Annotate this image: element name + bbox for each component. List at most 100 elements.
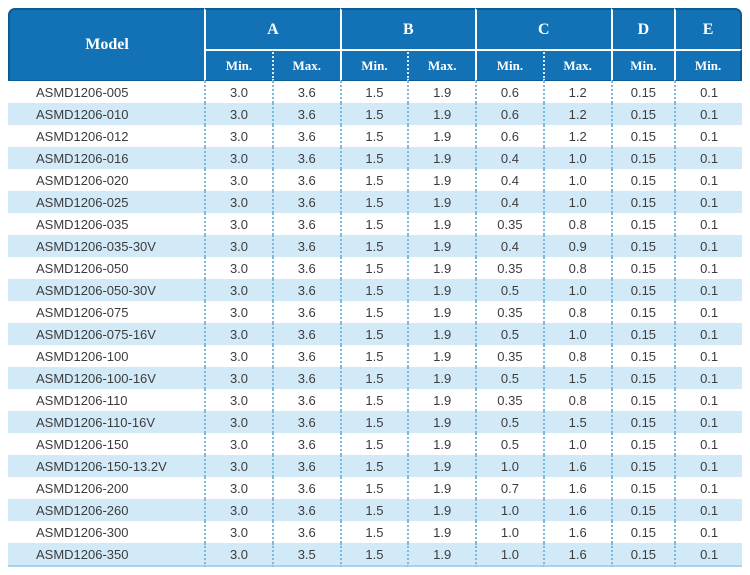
value-cell: 3.6	[271, 455, 340, 477]
value-cell: 3.6	[271, 389, 340, 411]
table-row: ASMD1206-150 3.0 3.6 1.5 1.9 0.5 1.0 0.15 0.1	[8, 433, 742, 455]
value-cell: 0.1	[674, 191, 742, 213]
value-cell: 1.9	[407, 147, 476, 169]
model-cell: ASMD1206-005	[8, 81, 205, 103]
model-cell: ASMD1206-350	[8, 543, 205, 567]
value-cell: 0.15	[610, 103, 675, 125]
value-cell: 1.9	[407, 191, 476, 213]
value-cell: 0.15	[610, 235, 675, 257]
value-cell: 3.0	[204, 257, 272, 279]
value-cell: 3.0	[204, 499, 272, 521]
value-cell: 0.1	[674, 433, 742, 455]
value-cell: 3.0	[204, 411, 272, 433]
value-cell: 3.6	[271, 191, 340, 213]
model-cell: ASMD1206-012	[8, 125, 205, 147]
value-cell: 1.0	[542, 169, 611, 191]
value-cell: 0.15	[610, 213, 675, 235]
value-cell: 1.5	[339, 191, 408, 213]
value-cell: 0.15	[610, 257, 675, 279]
value-cell: 0.15	[610, 389, 675, 411]
value-cell: 1.5	[339, 213, 408, 235]
value-cell: 3.6	[271, 411, 340, 433]
value-cell: 1.5	[339, 411, 408, 433]
value-cell: 0.1	[674, 81, 742, 103]
table-row: ASMD1206-300 3.0 3.6 1.5 1.9 1.0 1.6 0.15 0.1	[8, 521, 742, 543]
value-cell: 1.2	[542, 125, 611, 147]
value-cell: 0.15	[610, 147, 675, 169]
value-cell: 1.9	[407, 323, 476, 345]
value-cell: 0.1	[674, 455, 742, 477]
table-row: ASMD1206-050 3.0 3.6 1.5 1.9 0.35 0.8 0.15 0.1	[8, 257, 742, 279]
table-row: ASMD1206-010 3.0 3.6 1.5 1.9 0.6 1.2 0.15 0.1	[8, 103, 742, 125]
value-cell: 1.5	[339, 543, 408, 567]
value-cell: 1.6	[542, 521, 611, 543]
value-cell: 0.6	[475, 81, 543, 103]
table-row: ASMD1206-110 3.0 3.6 1.5 1.9 0.35 0.8 0.15 0.1	[8, 389, 742, 411]
subheader-a-min: Min.	[204, 49, 272, 81]
value-cell: 0.1	[674, 499, 742, 521]
value-cell: 3.0	[204, 367, 272, 389]
value-cell: 1.2	[542, 103, 611, 125]
model-cell: ASMD1206-050	[8, 257, 205, 279]
model-cell: ASMD1206-050-30V	[8, 279, 205, 301]
model-cell: ASMD1206-020	[8, 169, 205, 191]
value-cell: 0.15	[610, 323, 675, 345]
value-cell: 1.9	[407, 455, 476, 477]
value-cell: 1.0	[475, 521, 543, 543]
model-cell: ASMD1206-035-30V	[8, 235, 205, 257]
table-body: ASMD1206-005 3.0 3.6 1.5 1.9 0.6 1.2 0.15 0.1 ASM…	[8, 81, 742, 567]
table-row: ASMD1206-110-16V 3.0 3.6 1.5 1.9 0.5 1.5 0.15 0.…	[8, 411, 742, 433]
value-cell: 3.6	[271, 433, 340, 455]
value-cell: 3.6	[271, 323, 340, 345]
value-cell: 1.0	[542, 147, 611, 169]
value-cell: 0.5	[475, 411, 543, 433]
value-cell: 1.5	[339, 499, 408, 521]
value-cell: 3.6	[271, 499, 340, 521]
column-header-e: E	[674, 8, 742, 49]
value-cell: 1.5	[339, 147, 408, 169]
subheader-c-max: Max.	[542, 49, 611, 81]
table-row: ASMD1206-350 3.0 3.5 1.5 1.9 1.0 1.6 0.15 0.1	[8, 543, 742, 567]
table-row: ASMD1206-100-16V 3.0 3.6 1.5 1.9 0.5 1.5 0.15 0.…	[8, 367, 742, 389]
table-row: ASMD1206-150-13.2V 3.0 3.6 1.5 1.9 1.0 1.6 0.15…	[8, 455, 742, 477]
header-group-row: Model A B C D E	[8, 8, 742, 81]
model-cell: ASMD1206-016	[8, 147, 205, 169]
model-cell: ASMD1206-100	[8, 345, 205, 367]
table-header: Model A B C D E Min. Max. Min. Max. Min.…	[8, 8, 742, 81]
value-cell: 1.5	[339, 125, 408, 147]
table-row: ASMD1206-035 3.0 3.6 1.5 1.9 0.35 0.8 0.15 0.1	[8, 213, 742, 235]
value-cell: 0.15	[610, 521, 675, 543]
value-cell: 0.1	[674, 323, 742, 345]
column-header-a: A	[204, 8, 340, 49]
value-cell: 3.6	[271, 125, 340, 147]
value-cell: 3.0	[204, 433, 272, 455]
value-cell: 0.1	[674, 345, 742, 367]
value-cell: 1.5	[339, 345, 408, 367]
value-cell: 0.1	[674, 125, 742, 147]
value-cell: 0.1	[674, 147, 742, 169]
table-row: ASMD1206-100 3.0 3.6 1.5 1.9 0.35 0.8 0.15 0.1	[8, 345, 742, 367]
value-cell: 1.9	[407, 389, 476, 411]
value-cell: 1.0	[475, 543, 543, 567]
value-cell: 0.15	[610, 191, 675, 213]
value-cell: 0.1	[674, 235, 742, 257]
value-cell: 1.9	[407, 477, 476, 499]
table-row: ASMD1206-005 3.0 3.6 1.5 1.9 0.6 1.2 0.15 0.1	[8, 81, 742, 103]
value-cell: 0.15	[610, 345, 675, 367]
value-cell: 0.15	[610, 301, 675, 323]
value-cell: 0.35	[475, 257, 543, 279]
value-cell: 1.5	[339, 477, 408, 499]
model-cell: ASMD1206-260	[8, 499, 205, 521]
value-cell: 0.35	[475, 389, 543, 411]
model-cell: ASMD1206-025	[8, 191, 205, 213]
value-cell: 0.35	[475, 213, 543, 235]
value-cell: 0.5	[475, 433, 543, 455]
table-row: ASMD1206-035-30V 3.0 3.6 1.5 1.9 0.4 0.9 0.15 0.…	[8, 235, 742, 257]
value-cell: 1.2	[542, 81, 611, 103]
value-cell: 0.8	[542, 213, 611, 235]
table-row: ASMD1206-020 3.0 3.6 1.5 1.9 0.4 1.0 0.15 0.1	[8, 169, 742, 191]
value-cell: 1.5	[339, 367, 408, 389]
value-cell: 3.5	[271, 543, 340, 567]
table-row: ASMD1206-075 3.0 3.6 1.5 1.9 0.35 0.8 0.15 0.1	[8, 301, 742, 323]
value-cell: 3.0	[204, 81, 272, 103]
